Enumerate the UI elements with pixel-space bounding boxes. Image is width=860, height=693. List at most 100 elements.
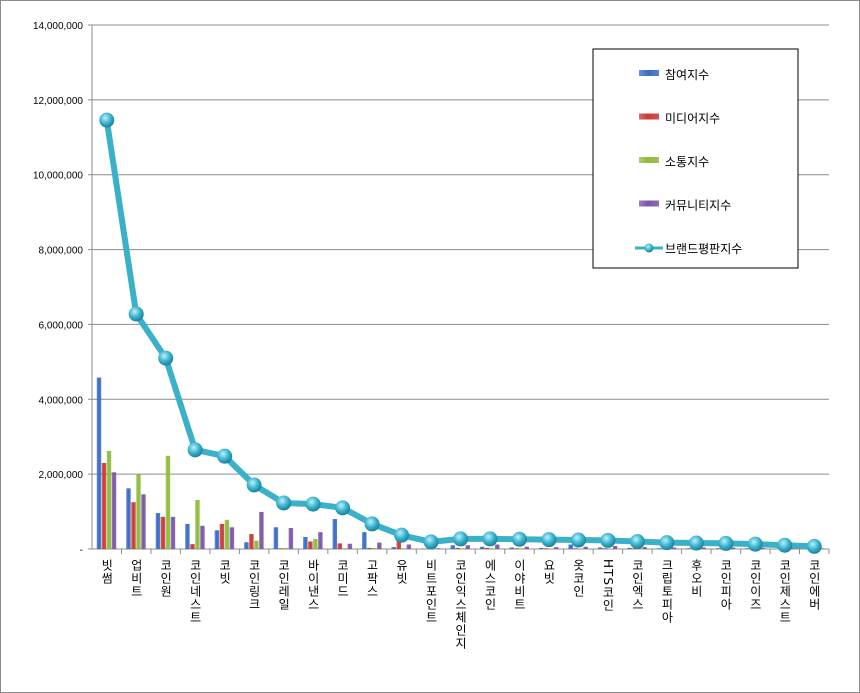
x-category-label: 업비트 (129, 559, 143, 598)
bar-소통지수 (313, 538, 318, 549)
bar-미디어지수 (131, 502, 136, 549)
y-tick-label: 2,000,000 (39, 470, 84, 481)
x-category-label: 코인에버 (807, 559, 821, 611)
bar-소통지수 (195, 499, 200, 549)
y-tick-label: 10,000,000 (33, 171, 83, 182)
bar-커뮤니티지수 (406, 544, 412, 549)
line-marker (688, 535, 704, 551)
line-marker (305, 496, 321, 512)
line-marker (600, 532, 616, 548)
bar-참여지수 (332, 519, 338, 549)
line-marker (246, 477, 262, 493)
bar-커뮤니티지수 (583, 546, 588, 549)
x-category-label: 코인익스체인지 (454, 559, 468, 650)
line-marker (747, 536, 763, 552)
bar-미디어지수 (514, 548, 519, 549)
bar-미디어지수 (367, 547, 372, 549)
bar-소통지수 (224, 519, 230, 549)
bar-참여지수 (244, 542, 249, 549)
line-marker (777, 537, 793, 553)
legend-label: 소통지수 (665, 155, 709, 169)
bar-미디어지수 (308, 541, 313, 549)
y-tick-label: - (80, 545, 83, 556)
bar-소통지수 (460, 548, 465, 549)
bar-참여지수 (715, 548, 721, 549)
bar-소통지수 (372, 547, 377, 549)
bar-참여지수 (96, 377, 102, 549)
x-category-label: 코미드 (336, 559, 350, 598)
x-category-label: 코인네스트 (188, 559, 202, 624)
bar-미디어지수 (573, 548, 578, 549)
x-category-label: 빗썸 (100, 559, 114, 585)
bar-미디어지수 (219, 523, 225, 549)
line-marker (541, 532, 557, 548)
x-category-label: 코인피아 (719, 559, 733, 611)
line-marker (276, 495, 292, 511)
bar-소통지수 (254, 540, 259, 549)
line-marker (364, 516, 380, 532)
bar-커뮤니티지수 (789, 548, 795, 549)
line-marker (423, 534, 439, 550)
legend-swatch (639, 113, 659, 120)
bar-커뮤니티지수 (465, 545, 470, 549)
bar-커뮤니티지수 (318, 532, 323, 549)
x-category-label: 에스코인 (483, 559, 497, 611)
bar-소통지수 (165, 455, 171, 549)
bar-커뮤니티지수 (170, 516, 176, 549)
bar-커뮤니티지수 (553, 547, 559, 549)
bar-미디어지수 (632, 548, 637, 549)
y-tick-label: 12,000,000 (33, 96, 83, 107)
bar-참여지수 (155, 513, 161, 549)
bar-커뮤니티지수 (288, 528, 294, 549)
bar-참여지수 (597, 547, 603, 549)
bar-참여지수 (627, 547, 632, 549)
line-marker (629, 534, 645, 550)
line-marker (659, 535, 675, 551)
legend-label: 참여지수 (665, 68, 709, 82)
bar-미디어지수 (337, 543, 343, 549)
x-category-label: 유빗 (395, 559, 409, 585)
bar-참여지수 (450, 545, 455, 549)
bar-참여지수 (185, 523, 190, 549)
legend-label: 미디어지수 (665, 112, 720, 126)
line-marker (570, 532, 586, 548)
bar-미디어지수 (278, 548, 284, 549)
line-marker (394, 527, 410, 543)
bar-커뮤니티지수 (436, 548, 441, 549)
legend-label: 커뮤니티지수 (665, 199, 731, 213)
bar-참여지수 (686, 548, 691, 549)
line-marker (453, 531, 468, 547)
bar-소통지수 (519, 548, 524, 549)
bar-미디어지수 (249, 534, 254, 549)
bar-참여지수 (568, 544, 573, 549)
bar-커뮤니티지수 (141, 494, 146, 549)
bar-미디어지수 (101, 462, 107, 549)
bar-소통지수 (342, 548, 348, 549)
bar-커뮤니티지수 (730, 547, 736, 549)
x-category-label: 코인원 (159, 559, 173, 598)
bar-커뮤니티지수 (377, 542, 382, 549)
x-category-label: 고팍스 (365, 559, 379, 598)
bar-소통지수 (283, 547, 289, 549)
x-category-label: 코인이즈 (748, 559, 762, 611)
bar-커뮤니티지수 (494, 544, 500, 549)
bar-미디어지수 (602, 548, 608, 549)
bar-소통지수 (106, 450, 112, 549)
bar-커뮤니티지수 (612, 546, 618, 549)
x-category-label: 옷코인 (571, 559, 585, 598)
x-category-label: 이야비트 (512, 559, 526, 611)
x-category-label: 코인엑스 (630, 559, 644, 611)
x-category-label: HTS코인 (601, 559, 615, 612)
line-marker (335, 500, 351, 516)
legend-marker (644, 243, 654, 253)
x-category-label: 코빗 (218, 559, 232, 585)
x-category-label: 요빗 (542, 559, 556, 585)
y-tick-label: 4,000,000 (39, 395, 84, 406)
bar-미디어지수 (455, 547, 460, 549)
line-marker (99, 112, 115, 128)
legend-box (592, 48, 799, 269)
bar-참여지수 (362, 532, 367, 549)
